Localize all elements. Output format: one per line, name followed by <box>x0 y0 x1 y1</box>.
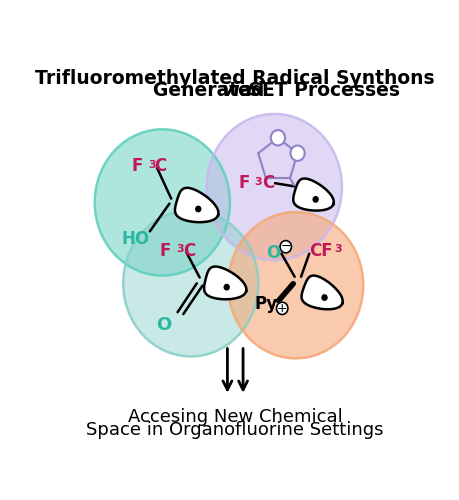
Text: C: C <box>262 174 274 192</box>
Circle shape <box>280 240 291 253</box>
Text: Generated: Generated <box>153 81 271 100</box>
Circle shape <box>291 146 305 161</box>
Text: CF: CF <box>309 242 333 260</box>
Circle shape <box>196 206 201 212</box>
Text: SET Processes: SET Processes <box>242 81 400 100</box>
Text: Trifluoromethylated Radical Synthons: Trifluoromethylated Radical Synthons <box>35 69 435 88</box>
Text: O: O <box>267 244 281 262</box>
Circle shape <box>228 212 364 358</box>
Circle shape <box>322 295 327 300</box>
Polygon shape <box>293 178 334 210</box>
Text: C: C <box>183 242 195 260</box>
Text: HO: HO <box>122 230 150 248</box>
Text: Py: Py <box>255 294 278 312</box>
Polygon shape <box>175 188 218 222</box>
Text: F: F <box>131 157 143 175</box>
Text: F: F <box>238 174 250 192</box>
Circle shape <box>95 130 230 276</box>
Text: F: F <box>160 242 171 260</box>
Text: via: via <box>222 81 253 100</box>
Text: 3: 3 <box>177 244 184 254</box>
Text: 3: 3 <box>148 160 156 170</box>
Text: +: + <box>277 302 287 315</box>
Circle shape <box>207 114 342 260</box>
Text: 3: 3 <box>255 176 263 186</box>
Text: Space in Organofluorine Settings: Space in Organofluorine Settings <box>86 420 384 438</box>
Text: O: O <box>157 316 172 334</box>
Circle shape <box>276 302 288 314</box>
Circle shape <box>123 210 258 356</box>
Text: 3: 3 <box>334 244 342 254</box>
Text: C: C <box>155 157 167 175</box>
Text: Accesing New Chemical: Accesing New Chemical <box>128 408 342 426</box>
Circle shape <box>224 284 229 290</box>
Polygon shape <box>204 266 246 300</box>
Circle shape <box>271 130 285 146</box>
Text: −: − <box>280 240 291 253</box>
Polygon shape <box>302 276 343 310</box>
Circle shape <box>313 196 318 202</box>
